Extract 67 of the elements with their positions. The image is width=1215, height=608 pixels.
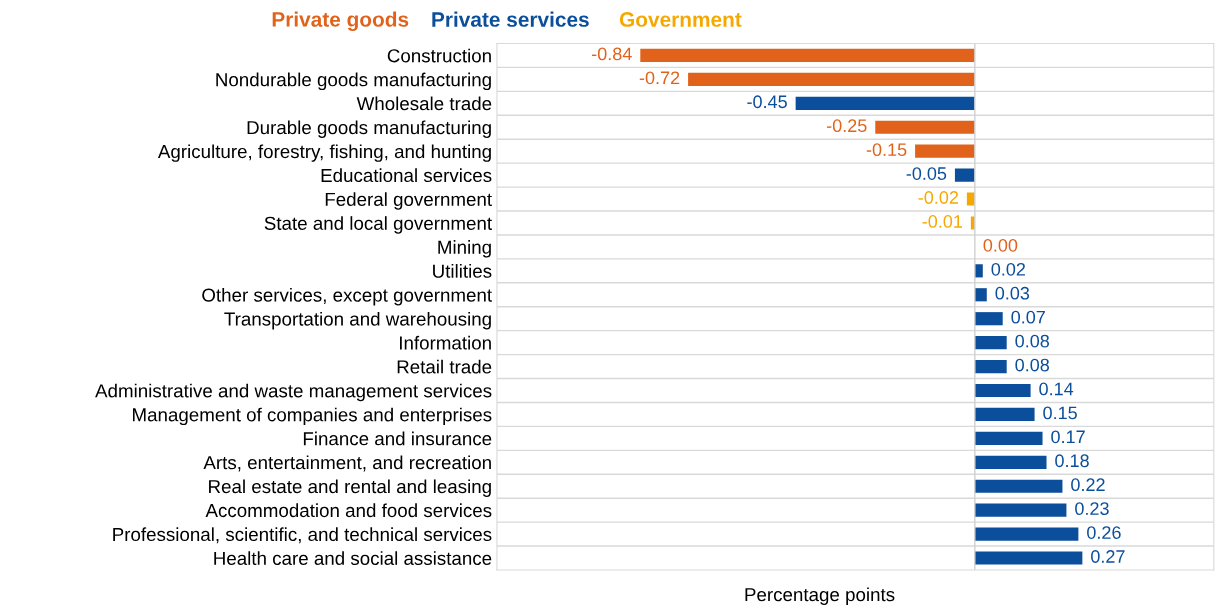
data-label: -0.05	[906, 167, 947, 180]
data-label: 0.17	[1051, 430, 1085, 444]
y-tick-label: Transportation and warehousing	[224, 311, 491, 330]
data-label: 0.00	[983, 238, 1018, 252]
data-label: 0.23	[1075, 502, 1109, 516]
data-label: 0.26	[1087, 526, 1121, 539]
data-label: 0.22	[1071, 478, 1105, 492]
bar	[688, 72, 975, 86]
bar	[954, 168, 975, 182]
text: Private services	[432, 11, 589, 27]
bar	[795, 96, 975, 110]
y-tick-label: Federal government	[325, 192, 492, 210]
bar	[974, 383, 1031, 398]
y-tick-label: Arts, entertainment, and recreation	[203, 455, 491, 472]
data-label: 0.03	[995, 286, 1030, 300]
data-label: -0.72	[639, 71, 680, 85]
bar	[974, 455, 1047, 469]
y-tick-label: Retail trade	[397, 359, 492, 374]
bar	[974, 288, 987, 302]
x-axis-title: Percentage points	[745, 587, 895, 605]
data-label: -0.02	[918, 191, 958, 204]
y-tick-label: Educational services	[321, 168, 492, 183]
bar	[966, 192, 975, 206]
bar	[915, 144, 975, 158]
y-tick-label: State and local government	[264, 216, 492, 234]
text: Private goods	[272, 11, 409, 32]
y-tick-label: Durable goods manufacturing	[247, 120, 491, 138]
data-label: 0.07	[1011, 310, 1045, 324]
y-tick-label: Information	[400, 335, 491, 350]
bar	[974, 336, 1007, 350]
y-tick-label: Health care and social assistance	[214, 551, 492, 566]
bar	[974, 527, 1079, 541]
bar	[974, 312, 1003, 326]
bar	[974, 359, 1007, 374]
y-tick-label: Construction	[387, 48, 491, 63]
y-tick-label: Accommodation and food services	[205, 503, 492, 518]
bar	[974, 503, 1067, 517]
y-tick-label: Other services, except government	[202, 287, 492, 306]
y-tick-label: Administrative and waste management services	[95, 383, 492, 402]
text: Government	[619, 12, 742, 27]
y-tick-label: Wholesale trade	[356, 96, 492, 111]
bar	[974, 407, 1035, 422]
data-label: -0.84	[591, 47, 632, 61]
data-label: 0.18	[1055, 454, 1089, 468]
y-tick-label: Professional, scientific, and technical services	[113, 527, 492, 544]
data-label: -0.45	[747, 95, 787, 109]
bar	[640, 48, 975, 63]
data-label: -0.25	[826, 119, 867, 133]
y-tick-label: Mining	[438, 240, 491, 258]
bar	[974, 431, 1043, 445]
y-tick-label: Real estate and rental and leasing	[209, 479, 491, 497]
y-tick-label: Management of companies and enterprises	[133, 407, 492, 426]
data-label: 0.14	[1039, 382, 1074, 396]
data-label: 0.08	[1015, 358, 1050, 372]
y-tick-label: Nondurable goods manufacturing	[216, 72, 491, 91]
bar	[974, 479, 1063, 493]
data-label: 0.08	[1015, 334, 1050, 348]
data-label: 0.02	[991, 262, 1025, 276]
bar	[974, 551, 1083, 565]
y-tick-label: Finance and insurance	[303, 431, 492, 446]
data-label: -0.15	[866, 143, 907, 157]
data-label: -0.01	[922, 215, 963, 228]
data-label: 0.27	[1091, 550, 1125, 563]
y-tick-label: Utilities	[433, 264, 492, 278]
y-tick-label: Agriculture, forestry, fishing, and hunting	[157, 144, 491, 162]
bar	[875, 120, 975, 134]
data-label: 0.15	[1043, 406, 1077, 420]
